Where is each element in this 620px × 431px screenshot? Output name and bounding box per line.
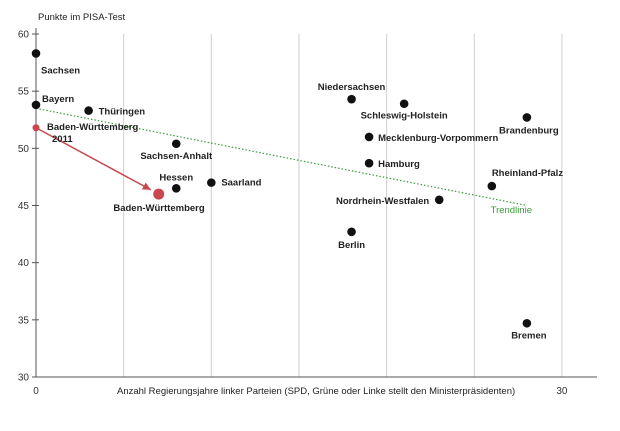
point-label: Nordrhein-Westfalen	[336, 196, 429, 207]
y-axis-title: Punkte im PISA-Test	[38, 12, 125, 23]
highlight-start-point	[32, 124, 40, 132]
grid	[123, 34, 563, 377]
trendline	[35, 107, 527, 207]
highlight-end-point	[153, 188, 165, 200]
y-tick-label: 35	[18, 315, 30, 326]
y-tick-label: 50	[18, 144, 30, 155]
x-tick-label: 0	[33, 386, 39, 397]
data-point	[31, 100, 41, 110]
y-tick-label: 45	[18, 201, 30, 212]
point-label: Berlin	[338, 240, 365, 251]
highlight-start-label: Baden-Württemberg 2011	[47, 122, 139, 145]
data-point	[347, 227, 356, 237]
data-point	[171, 139, 181, 149]
y-tick-label: 55	[18, 87, 30, 98]
trendline-group: Trendlinie	[35, 107, 532, 216]
data-point	[207, 178, 216, 187]
data-point	[31, 49, 41, 58]
data-point	[522, 113, 532, 122]
highlight-end-label: Baden-Württemberg	[113, 203, 205, 214]
x-axis-title: Anzahl Regierungsjahre linker Parteien (…	[117, 386, 515, 397]
data-point	[487, 181, 497, 191]
x-tick-label: 30	[556, 386, 568, 397]
point-label: Niedersachsen	[318, 82, 386, 93]
y-tick-label: 30	[18, 373, 30, 384]
data-point	[364, 158, 374, 168]
points-group: Sachsen Bayern Thüringen Sachsen-Anhalt Hess…	[31, 49, 564, 341]
data-point	[399, 99, 409, 109]
y-tick-label: 40	[18, 258, 30, 269]
data-point	[434, 195, 444, 205]
highlight-arrow-line	[35, 127, 152, 191]
data-point	[347, 94, 356, 104]
point-label: Mecklenburg-Vorpommern	[378, 133, 498, 144]
point-label: Schleswig-Holstein	[361, 111, 448, 122]
highlight-group: Baden-Württemberg 2011 Baden-Württemberg	[32, 122, 205, 214]
point-label: Rheinland-Pfalz	[492, 168, 564, 179]
point-label: Bremen	[511, 330, 547, 341]
highlight-arrow-head	[141, 182, 151, 190]
point-label: Thüringen	[99, 107, 146, 118]
point-label: Sachsen	[41, 65, 80, 76]
point-label: Brandenburg	[499, 125, 559, 136]
data-point	[171, 184, 181, 193]
data-point	[84, 106, 93, 115]
point-label: Sachsen-Anhalt	[140, 151, 213, 162]
point-label: Hamburg	[378, 159, 420, 170]
trendline-label: Trendlinie	[491, 205, 532, 216]
y-tick-label: 60	[18, 30, 30, 41]
point-label: Bayern	[42, 94, 74, 105]
data-point	[364, 132, 374, 142]
point-label: Hessen	[159, 172, 193, 183]
point-label: Saarland	[221, 178, 261, 189]
data-point	[522, 318, 532, 328]
